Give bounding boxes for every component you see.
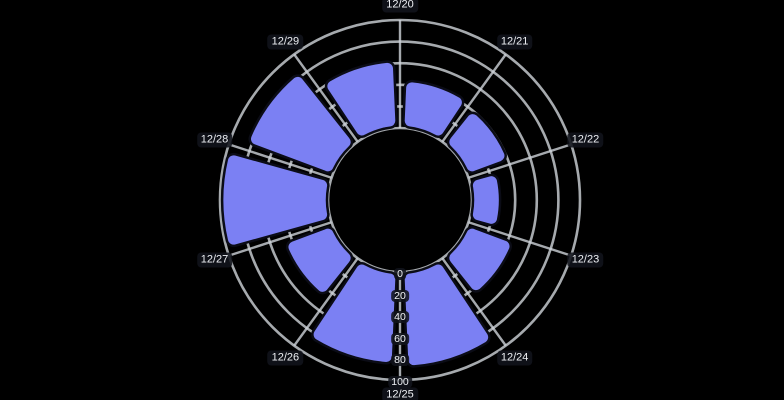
grid-ring: [326, 126, 474, 274]
grid-spoke: [468, 221, 572, 257]
polar-bar[interactable]: [446, 226, 513, 293]
grid-spoke: [468, 143, 572, 179]
polar-bar[interactable]: [220, 152, 330, 248]
grid-spoke: [228, 221, 332, 257]
grid-spoke: [228, 143, 332, 179]
grid-spoke: [293, 257, 359, 347]
polar-bar[interactable]: [470, 173, 502, 227]
polar-bar[interactable]: [402, 262, 491, 368]
grid-spoke: [293, 53, 359, 143]
polar-bar[interactable]: [324, 60, 398, 138]
polar-bar[interactable]: [402, 79, 465, 138]
grid-spoke: [441, 53, 507, 143]
grid-spoke: [441, 257, 507, 347]
polar-bar[interactable]: [446, 111, 507, 174]
polar-bar[interactable]: [285, 226, 354, 295]
polar-bar[interactable]: [248, 74, 354, 174]
